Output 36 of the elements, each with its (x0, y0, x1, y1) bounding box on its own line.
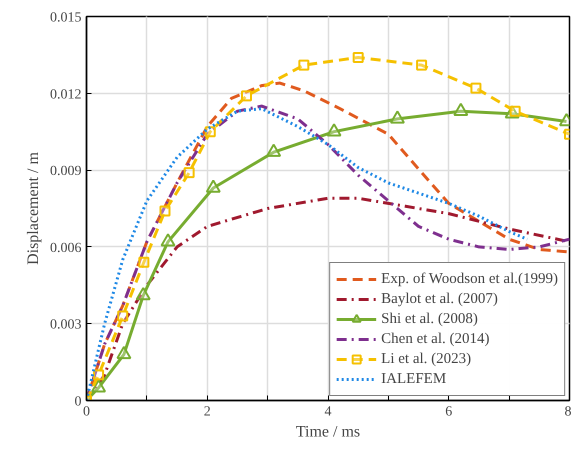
legend-label: Shi et al. (2008) (381, 310, 478, 328)
x-tick-label: 2 (204, 404, 211, 420)
x-tick-label: 8 (564, 404, 571, 420)
point (138, 256, 150, 268)
point (136, 287, 151, 300)
legend-label: Li et al. (2023) (381, 350, 472, 368)
y-tick-label: 0 (74, 394, 82, 410)
y-tick-label: 0.009 (50, 164, 82, 180)
y-tick-label: 0.015 (50, 10, 82, 26)
point (206, 180, 221, 193)
point (204, 126, 216, 138)
point (470, 82, 482, 94)
legend-label: Baylot et al. (2007) (381, 290, 498, 308)
point (116, 346, 132, 360)
x-tick-label: 4 (324, 404, 332, 420)
y-tick-label: 0.006 (50, 240, 82, 256)
point (416, 60, 428, 71)
point (91, 379, 106, 392)
y-tick-label: 0.003 (50, 318, 82, 333)
point (160, 233, 176, 247)
point (390, 110, 405, 124)
y-tick-label: 0.012 (50, 87, 82, 102)
point (240, 90, 252, 102)
y-axis-title: Displacement / m (25, 152, 42, 265)
x-axis-title: Time / ms (296, 424, 360, 440)
point (159, 206, 170, 217)
x-tick-label: 6 (445, 404, 452, 420)
legend-label: Exp. of Woodson et al.(1999) (381, 270, 558, 288)
point (453, 102, 468, 116)
point (266, 144, 282, 157)
point (326, 123, 342, 136)
legend-label: IALEFEM (381, 370, 446, 388)
legend-label: Chen et al. (2014) (381, 330, 490, 348)
point (184, 167, 195, 178)
point (352, 52, 364, 63)
point (298, 60, 310, 71)
